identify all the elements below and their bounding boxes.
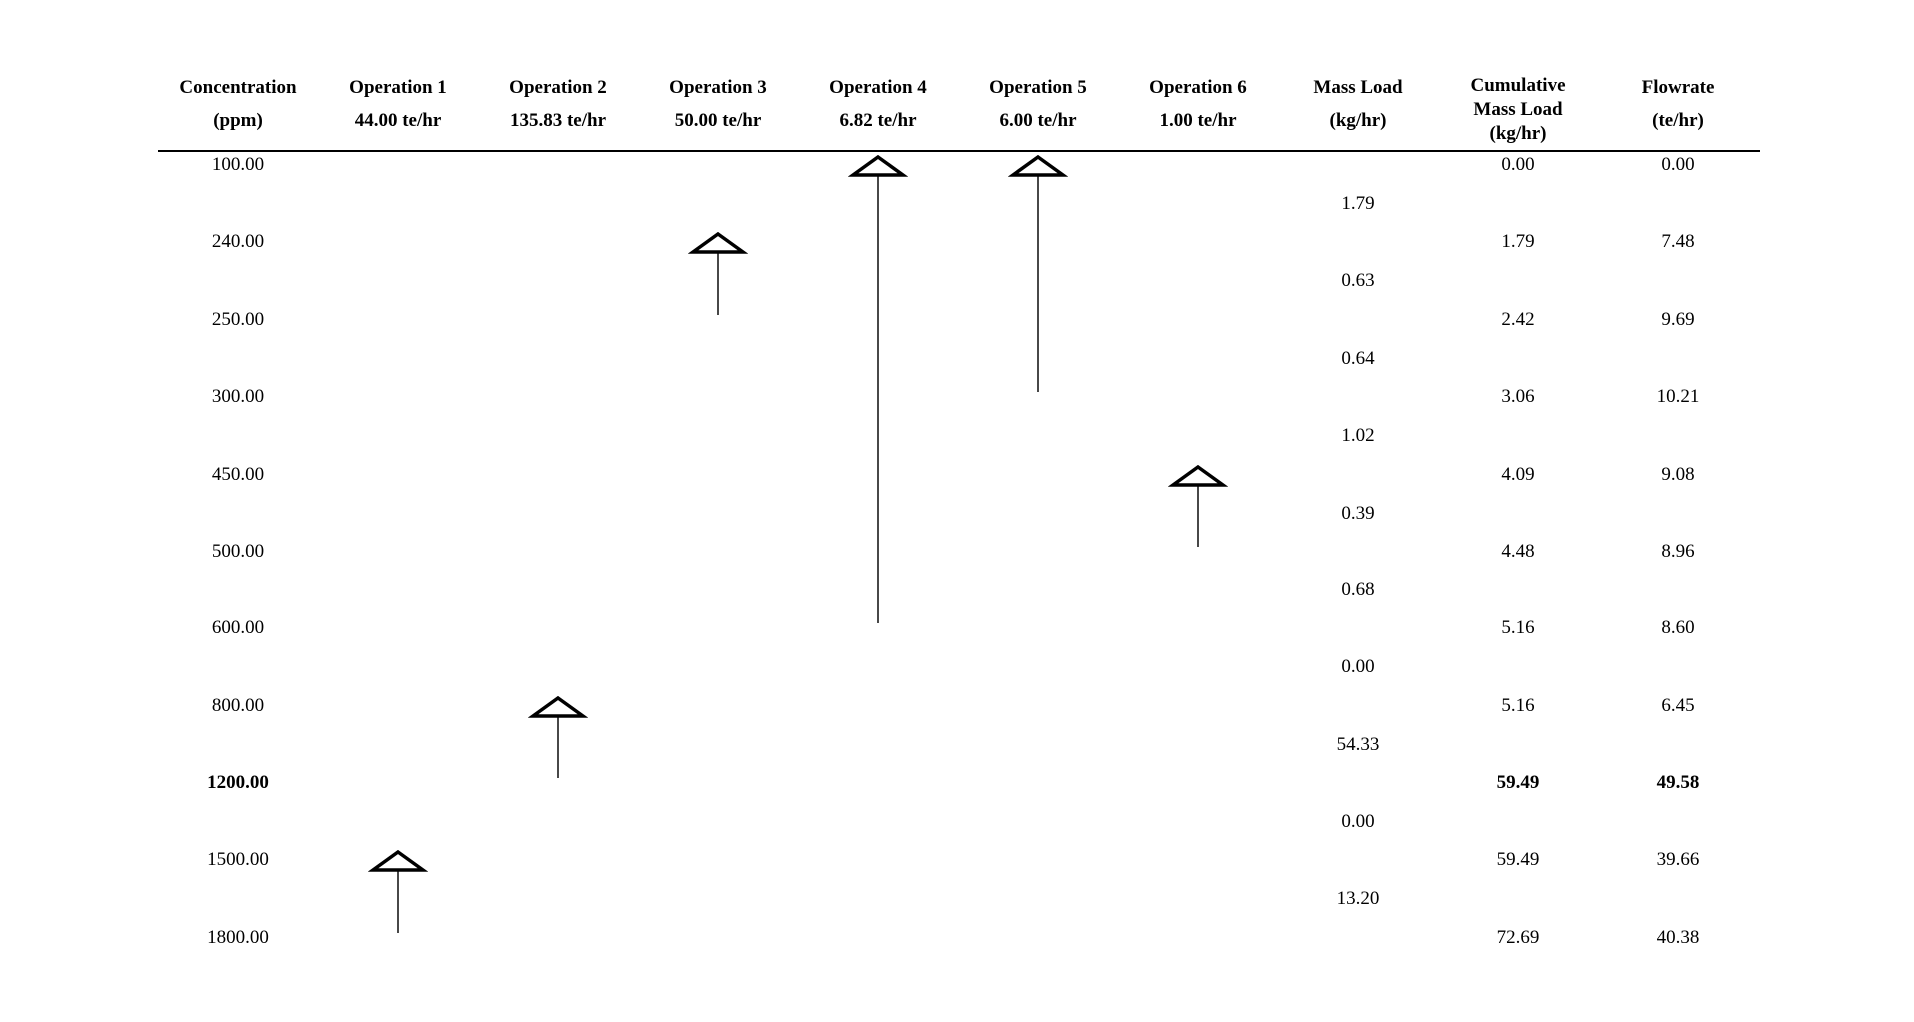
operation-2-arrow — [527, 695, 589, 788]
flowrate-value: 9.69 — [1661, 309, 1695, 330]
cumulative-mass-load-value: 5.16 — [1501, 695, 1535, 716]
interval-mass-load-value: 0.64 — [1341, 347, 1375, 369]
cumulative-mass-load-value: 0.00 — [1501, 154, 1535, 175]
interval-mass-load-value: 54.33 — [1336, 733, 1380, 755]
header-operation-1-line2: 44.00 te/hr — [354, 110, 442, 131]
header-concentration-line2: (ppm) — [213, 110, 263, 131]
flowrate-value: 0.00 — [1661, 154, 1695, 175]
header-rule — [158, 150, 1760, 152]
interval-mass-load-value: 0.00 — [1341, 810, 1375, 832]
header-cumulative-mass-load-line1: Cumulative — [1470, 75, 1566, 96]
header-operation-3-line2: 50.00 te/hr — [674, 110, 762, 131]
header-flowrate-line1: Flowrate — [1641, 77, 1715, 98]
operation-6-arrow — [1167, 464, 1229, 557]
cumulative-mass-load-value: 3.06 — [1501, 386, 1535, 407]
header-cumulative-mass-load-line3: (kg/hr) — [1489, 123, 1547, 144]
header-operation-6-line2: 1.00 te/hr — [1159, 110, 1237, 131]
header-mass-load-line2: (kg/hr) — [1329, 110, 1387, 131]
header-concentration-line1: Concentration — [179, 77, 297, 98]
cumulative-mass-load-value: 72.69 — [1496, 927, 1540, 948]
header-operation-2-line2: 135.83 te/hr — [509, 110, 607, 131]
operation-5-arrow — [1007, 154, 1069, 402]
interval-mass-load-value: 0.39 — [1341, 502, 1375, 524]
cumulative-mass-load-value: 5.16 — [1501, 617, 1535, 638]
cumulative-mass-load-value: 2.42 — [1501, 309, 1535, 330]
concentration-value: 800.00 — [211, 695, 265, 716]
operation-3-arrow — [687, 231, 749, 325]
concentration-value: 1800.00 — [207, 927, 269, 948]
flowrate-value: 6.45 — [1661, 695, 1695, 716]
interval-mass-load-value: 13.20 — [1336, 888, 1380, 909]
interval-mass-load-value: 1.79 — [1341, 192, 1375, 214]
concentration-value: 1200.00 — [207, 772, 269, 793]
flowrate-value: 9.08 — [1661, 464, 1695, 485]
header-operation-1-line1: Operation 1 — [349, 77, 447, 98]
interval-mass-load-value: 1.02 — [1341, 425, 1375, 446]
flowrate-value: 7.48 — [1661, 231, 1695, 252]
cumulative-mass-load-value: 4.09 — [1501, 464, 1535, 485]
concentration-value: 300.00 — [211, 386, 265, 407]
concentration-value: 450.00 — [211, 464, 265, 485]
concentration-value: 240.00 — [211, 231, 265, 252]
header-operation-3-line1: Operation 3 — [669, 77, 767, 98]
cumulative-mass-load-value: 59.49 — [1496, 849, 1540, 870]
interval-mass-load-value: 0.63 — [1341, 270, 1375, 291]
header-cumulative-mass-load-line2: Mass Load — [1473, 99, 1563, 120]
cumulative-mass-load-value: 1.79 — [1501, 231, 1535, 252]
concentration-value: 600.00 — [211, 617, 265, 638]
header-operation-4-line2: 6.82 te/hr — [839, 110, 917, 131]
concentration-value: 100.00 — [211, 154, 265, 175]
interval-mass-load-value: 0.68 — [1341, 579, 1375, 600]
header-operation-4-line1: Operation 4 — [829, 77, 927, 98]
interval-mass-load-value: 0.00 — [1341, 656, 1375, 677]
flowrate-value: 8.96 — [1661, 541, 1695, 562]
header-operation-5-line2: 6.00 te/hr — [999, 110, 1077, 131]
flowrate-value: 40.38 — [1656, 927, 1700, 948]
header-flowrate-line2: (te/hr) — [1652, 110, 1704, 131]
operation-1-arrow — [367, 849, 429, 943]
cumulative-mass-load-value: 4.48 — [1501, 541, 1535, 562]
flowrate-value: 10.21 — [1656, 386, 1700, 407]
concentration-value: 250.00 — [211, 309, 265, 330]
header-operation-2-line1: Operation 2 — [509, 77, 607, 98]
header-operation-6-line1: Operation 6 — [1149, 77, 1247, 98]
flowrate-value: 49.58 — [1656, 772, 1700, 793]
operation-4-arrow — [847, 154, 909, 633]
concentration-value: 500.00 — [211, 541, 265, 562]
header-mass-load-line1: Mass Load — [1313, 77, 1403, 98]
cumulative-mass-load-value: 59.49 — [1496, 772, 1540, 793]
concentration-value: 1500.00 — [207, 849, 269, 870]
flowrate-value: 39.66 — [1656, 849, 1700, 870]
header-operation-5-line1: Operation 5 — [989, 77, 1087, 98]
flowrate-value: 8.60 — [1661, 617, 1695, 638]
